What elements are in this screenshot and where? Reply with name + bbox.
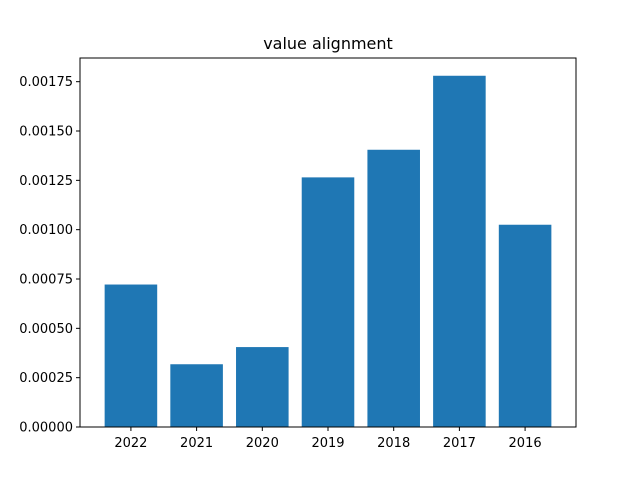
bar-2022 — [104, 284, 158, 427]
bar-2019 — [301, 177, 355, 427]
chart-title: value alignment — [263, 34, 393, 53]
bar-2020 — [236, 347, 289, 427]
bar-2021 — [170, 364, 223, 427]
x-tick-label: 2018 — [377, 436, 410, 451]
bar-2016 — [498, 224, 552, 427]
y-tick-label: 0.00125 — [19, 174, 73, 189]
x-tick-label: 2020 — [246, 436, 279, 451]
y-tick-label: 0.00100 — [19, 223, 73, 238]
y-tick-label: 0.00075 — [19, 273, 73, 288]
y-tick-label: 0.00150 — [19, 125, 73, 140]
bar-2017 — [433, 75, 486, 427]
bar-2018 — [367, 149, 420, 427]
y-tick-label: 0.00000 — [19, 421, 73, 436]
x-tick-label: 2016 — [509, 436, 542, 451]
x-tick-label: 2019 — [311, 436, 344, 451]
bars-group — [104, 75, 552, 427]
x-tick-label: 2017 — [443, 436, 476, 451]
x-tick-label: 2021 — [180, 436, 213, 451]
y-tick-label: 0.00025 — [19, 371, 73, 386]
x-axis-ticks: 2022 2021 2020 2019 2018 2017 2016 — [114, 427, 542, 451]
y-axis-ticks: 0.00000 0.00025 0.00050 0.00075 0.00100 0.001… — [19, 75, 80, 436]
x-tick-label: 2022 — [114, 436, 147, 451]
y-tick-label: 0.00175 — [19, 75, 73, 90]
y-tick-label: 0.00050 — [19, 322, 73, 337]
plot-frame — [79, 57, 577, 428]
